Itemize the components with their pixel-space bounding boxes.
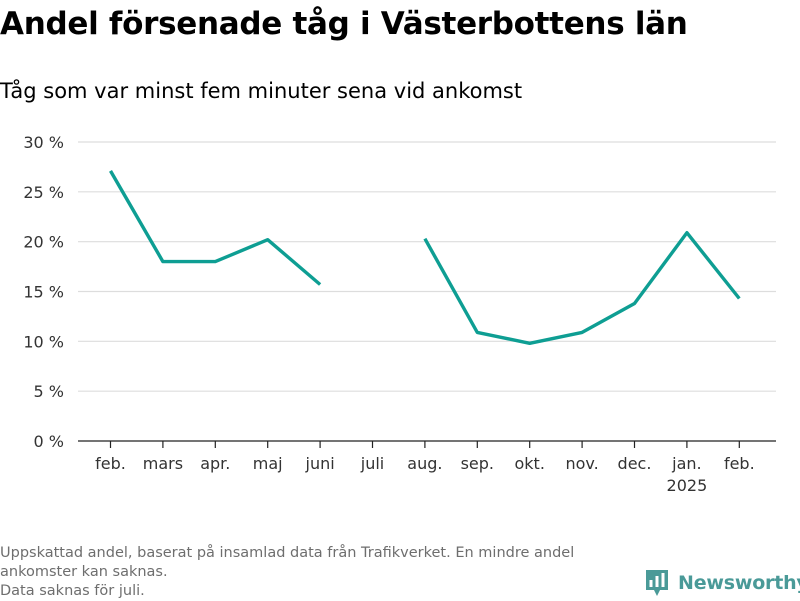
- chart-footnote: Uppskattad andel, baserat på insamlad da…: [0, 544, 640, 601]
- x-tick-label: mars: [143, 454, 183, 473]
- y-axis-tick-labels: 0 % 5 % 10 % 15 % 20 % 25 % 30 %: [23, 133, 64, 451]
- chart-subtitle: Tåg som var minst fem minuter sena vid a…: [0, 79, 523, 103]
- y-tick-label: 0 %: [34, 432, 64, 451]
- y-tick-label: 5 %: [34, 382, 64, 401]
- x-axis: feb. mars apr. maj juni juli aug. sep. okt. nov. d…: [78, 440, 776, 495]
- newsworthy-brand: Newsworthy: [644, 566, 800, 600]
- y-tick-label: 25 %: [23, 183, 64, 202]
- line-chart: 0 % 5 % 10 % 15 % 20 % 25 % 30 % feb. mars apr. m…: [23, 133, 776, 495]
- x-tick-label: feb.: [95, 454, 126, 473]
- y-tick-label: 10 %: [23, 332, 64, 351]
- series-line-segment: [423, 230, 741, 346]
- footnote-line: ankomster kan saknas.: [0, 564, 168, 580]
- x-tick-label: aug.: [407, 454, 442, 473]
- footnote-line: Uppskattad andel, baserat på insamlad da…: [0, 545, 575, 561]
- x-tick-label: jan.: [671, 454, 701, 473]
- x-tick-label: apr.: [200, 454, 230, 473]
- x-tick-sublabel: 2025: [667, 476, 708, 495]
- footnote-line: Data saknas för juli.: [0, 583, 145, 599]
- x-tick-label: okt.: [514, 454, 544, 473]
- y-tick-label: 30 %: [23, 133, 64, 152]
- newsworthy-logo-icon: [646, 570, 668, 596]
- y-tick-label: 20 %: [23, 233, 64, 252]
- x-tick-label: juli: [360, 454, 384, 473]
- x-tick-label: juni: [305, 454, 335, 473]
- x-tick-label: sep.: [461, 454, 494, 473]
- x-tick-label: maj: [253, 454, 283, 473]
- x-tick-label: feb.: [724, 454, 755, 473]
- brand-name: Newsworthy: [678, 572, 800, 594]
- x-tick-label: dec.: [618, 454, 652, 473]
- chart-series: [109, 170, 741, 346]
- y-tick-label: 15 %: [23, 283, 64, 302]
- chart-title: Andel försenade tåg i Västerbottens län: [0, 6, 688, 42]
- series-line-segment: [109, 170, 322, 286]
- x-tick-label: nov.: [565, 454, 598, 473]
- chart-gridlines: [78, 141, 776, 392]
